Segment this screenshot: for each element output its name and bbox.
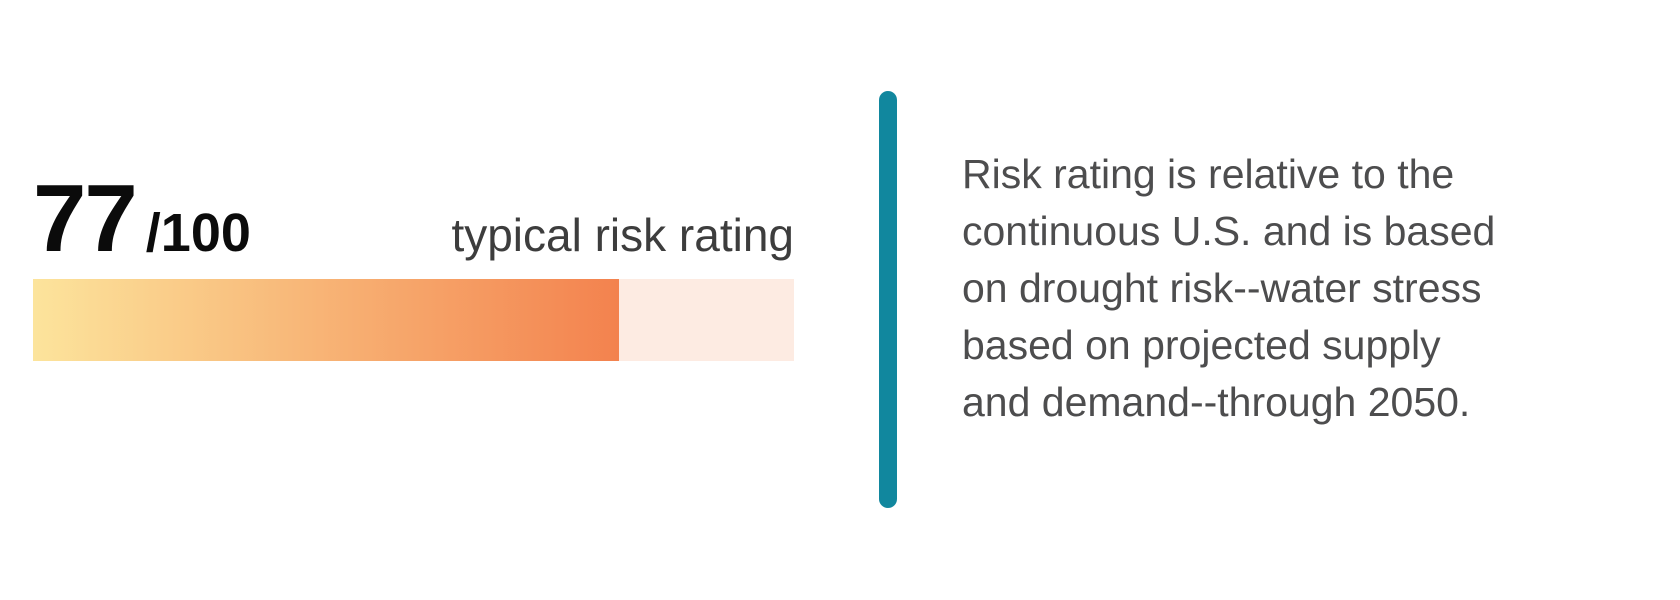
vertical-divider	[879, 91, 897, 508]
risk-rating-label: typical risk rating	[451, 209, 794, 261]
score-row: 77 /100 typical risk rating	[33, 171, 794, 267]
risk-score-denominator: /100	[145, 203, 251, 263]
risk-description-text: Risk rating is relative to the continuou…	[962, 151, 1496, 425]
risk-progress-fill	[33, 279, 619, 361]
risk-progress-bar	[33, 279, 794, 361]
risk-score-value: 77	[33, 165, 138, 272]
